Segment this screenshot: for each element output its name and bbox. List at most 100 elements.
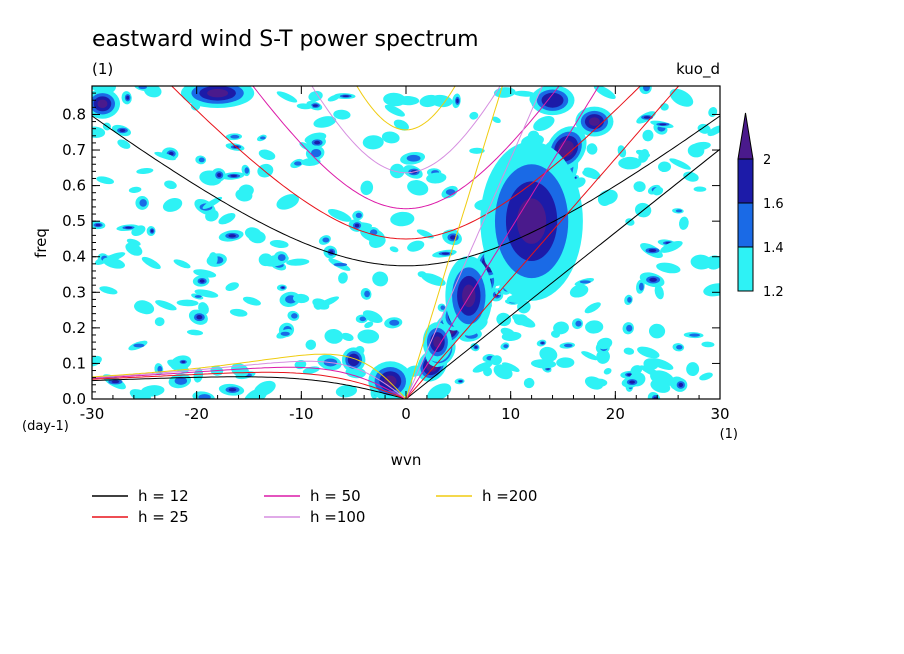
speckle-cell-high <box>181 360 186 363</box>
speckle-cell <box>633 181 646 192</box>
speckle-cell <box>136 168 154 175</box>
y-tick-label: 0.5 <box>62 212 86 230</box>
speckle-cell <box>296 103 313 110</box>
speckle-cell <box>472 361 493 373</box>
noise-speckle <box>92 86 720 399</box>
legend-label: h = 12 <box>138 487 189 505</box>
speckle-cell <box>390 211 415 227</box>
kelvin-curve-h12 <box>405 148 720 399</box>
speckle-cell-high <box>230 174 238 178</box>
colorbar-segment <box>737 246 754 292</box>
speckle-cell <box>642 129 654 142</box>
speckle-cell <box>426 172 447 184</box>
speckle-cell-mid <box>194 295 202 298</box>
inertia-gravity-curve-h50 <box>252 86 560 210</box>
speckle-cell <box>141 256 161 270</box>
x-axis-label: wvn <box>391 451 422 469</box>
x-tick-label: 0 <box>401 405 411 423</box>
speckle-cell <box>99 286 118 295</box>
speckle-cell <box>533 115 555 132</box>
speckle-cell-mid <box>311 148 322 158</box>
colorbar-segment <box>737 158 754 204</box>
colorbar-label: 2 <box>763 153 771 168</box>
speckle-cell-mid <box>277 254 286 262</box>
speckle-cell-high <box>125 226 133 229</box>
speckle-cell <box>654 284 664 300</box>
speckle-cell <box>198 302 209 315</box>
speckle-cell-high <box>659 123 667 126</box>
speckle-cell <box>701 341 715 348</box>
chart-subtitle-right: kuo_d <box>676 60 720 79</box>
speckle-cell <box>421 273 446 286</box>
speckle-cell <box>92 126 106 138</box>
speckle-cell-mid <box>563 343 573 348</box>
speckle-cell-mid <box>643 86 650 92</box>
colorbar-label: 1.2 <box>763 285 784 300</box>
speckle-cell-high <box>126 95 130 100</box>
power-contour-cell <box>462 284 476 308</box>
speckle-cell <box>584 376 604 390</box>
rossby-curve-h50 <box>92 366 407 399</box>
speckle-cell <box>581 351 599 361</box>
speckle-cell-mid <box>676 344 683 350</box>
speckle-cell <box>369 235 386 248</box>
speckle-cell <box>585 320 604 334</box>
speckle-cell <box>635 149 651 158</box>
speckle-cell-mid <box>230 134 240 139</box>
speckle-cell <box>586 143 598 155</box>
rossby-curve-h12 <box>92 376 407 399</box>
speckle-cell <box>483 366 493 377</box>
power-contour-cell <box>588 117 600 126</box>
speckle-cell <box>569 284 588 298</box>
speckle-cell <box>539 346 558 362</box>
speckle-cell-mid <box>440 305 446 310</box>
speckle-cell <box>154 151 176 161</box>
speckle-cell-mid <box>575 320 582 327</box>
kelvin-curve-h100 <box>405 86 543 399</box>
colorbar-segment <box>737 202 754 248</box>
speckle-cell-high <box>199 279 205 283</box>
plot-area <box>92 86 720 399</box>
speckle-cell <box>162 198 183 212</box>
speckle-cell-high <box>643 116 651 119</box>
speckle-cell <box>707 125 720 137</box>
speckle-cell-mid <box>138 86 147 90</box>
speckle-cell <box>276 91 298 103</box>
speckle-cell <box>697 123 711 134</box>
speckle-cell-high <box>342 95 349 97</box>
speckle-cell-high <box>314 140 321 145</box>
speckle-cell <box>556 357 575 368</box>
speckle-cell-mid <box>503 344 509 349</box>
speckle-cell <box>389 163 405 179</box>
speckle-cell <box>242 296 261 306</box>
speckle-cell <box>338 272 348 284</box>
speckle-cell <box>208 252 218 266</box>
speckle-cell <box>396 96 420 106</box>
speckle-cell <box>333 109 351 120</box>
speckle-cell <box>623 347 635 355</box>
x-unit-label: (1) <box>720 427 738 442</box>
speckle-cell <box>593 86 616 100</box>
y-tick-label: 0.8 <box>62 105 86 123</box>
speckle-cell-high <box>168 151 174 156</box>
speckle-cell <box>690 254 712 270</box>
speckle-cell <box>708 285 720 293</box>
speckle-cell <box>269 239 289 248</box>
speckle-cell-high <box>474 346 478 349</box>
speckle-cell-mid <box>198 394 211 399</box>
speckle-cell <box>643 358 659 370</box>
speckle-cell-mid <box>627 297 632 303</box>
x-tick-label: 20 <box>606 405 625 423</box>
kelvin-curve-h50 <box>405 86 600 399</box>
power-contour-cell <box>207 88 229 98</box>
speckle-cell <box>490 355 502 366</box>
speckle-cell <box>286 258 310 266</box>
speckle-cell-mid <box>406 154 421 162</box>
speckle-cell <box>173 259 191 269</box>
speckle-cell-mid <box>322 237 330 243</box>
speckle-cell-high <box>354 223 360 228</box>
speckle-cell <box>327 94 340 102</box>
speckle-cell <box>430 94 453 108</box>
x-tick-label: 30 <box>710 405 729 423</box>
